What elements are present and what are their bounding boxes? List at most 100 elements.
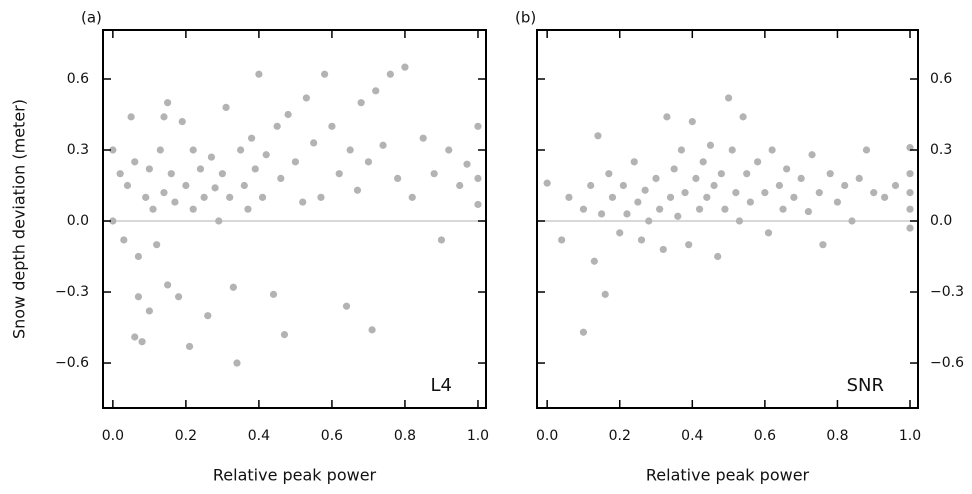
point (226, 193, 234, 201)
y-tick-label: 0.3 (67, 142, 89, 158)
y-tick-label: 0.0 (67, 213, 89, 229)
point (779, 205, 787, 213)
point (215, 217, 223, 225)
point (120, 236, 128, 244)
point (167, 170, 175, 178)
point (229, 283, 237, 291)
point (131, 333, 139, 341)
point (123, 181, 132, 190)
x-tick-label: 0.4 (681, 428, 703, 444)
point (164, 99, 172, 107)
plot-frame (102, 29, 487, 409)
point (674, 212, 682, 220)
y-tick-label: 0.3 (930, 142, 952, 158)
point (637, 236, 646, 244)
point (164, 281, 172, 289)
point (174, 293, 183, 301)
point (353, 186, 362, 194)
point (145, 165, 153, 173)
point (565, 193, 573, 201)
point (881, 193, 889, 201)
point (764, 229, 773, 237)
point (445, 146, 453, 154)
point (269, 290, 278, 298)
point (605, 170, 613, 178)
point (761, 189, 769, 197)
x-axis-label: Relative peak power (213, 466, 377, 485)
point (666, 193, 675, 201)
point (237, 146, 245, 154)
point (149, 205, 157, 213)
point (204, 312, 212, 320)
point (768, 146, 776, 154)
point (379, 141, 387, 149)
x-tick-label: 1.0 (899, 428, 921, 444)
point (131, 158, 139, 166)
panel-label: (b) (515, 9, 536, 27)
point (372, 87, 380, 95)
point (185, 342, 194, 351)
point (474, 174, 482, 183)
point (815, 189, 823, 197)
point (200, 193, 208, 201)
point (739, 113, 747, 121)
point (743, 170, 751, 178)
point (156, 146, 164, 154)
point (808, 151, 816, 159)
point (160, 189, 168, 197)
point (685, 241, 693, 249)
point (328, 122, 336, 130)
x-tick-label: 0.8 (394, 428, 416, 444)
point (732, 189, 740, 197)
point (178, 118, 186, 126)
point (160, 113, 168, 121)
point (630, 158, 638, 166)
point (681, 189, 689, 197)
point (717, 170, 725, 178)
point (437, 236, 446, 244)
point (833, 198, 842, 206)
point (634, 198, 642, 206)
point (804, 207, 813, 216)
point (401, 63, 409, 71)
point (364, 158, 373, 166)
point (714, 252, 722, 261)
point (826, 170, 834, 178)
point (775, 181, 783, 190)
point (906, 205, 914, 213)
y-axis-label: Snow depth deviation (meter) (10, 99, 29, 339)
y-tick-label: 0.6 (930, 71, 952, 87)
point (134, 293, 143, 301)
point (145, 307, 153, 315)
point (601, 290, 609, 298)
point (196, 165, 205, 173)
point (695, 205, 704, 213)
point (218, 170, 226, 178)
point (724, 94, 733, 102)
point (688, 118, 696, 126)
point (474, 200, 482, 209)
point (273, 122, 281, 130)
point (240, 181, 248, 190)
y-tick-label: 0.0 (930, 213, 952, 229)
point (368, 326, 376, 334)
point (735, 217, 744, 225)
point (284, 110, 292, 119)
point (182, 181, 190, 190)
point (677, 146, 686, 154)
point (109, 217, 117, 225)
y-tick-label: 0.6 (67, 71, 89, 87)
point (862, 146, 871, 154)
y-tick-label: −0.3 (930, 284, 964, 300)
x-tick-label: 0.0 (102, 428, 124, 444)
point (797, 174, 805, 183)
point (616, 229, 624, 237)
point (116, 170, 124, 178)
point (721, 205, 729, 213)
annotation: SNR (847, 375, 884, 396)
point (456, 181, 464, 190)
x-tick-label: 0.2 (175, 428, 197, 444)
point (783, 165, 791, 173)
point (891, 181, 900, 190)
